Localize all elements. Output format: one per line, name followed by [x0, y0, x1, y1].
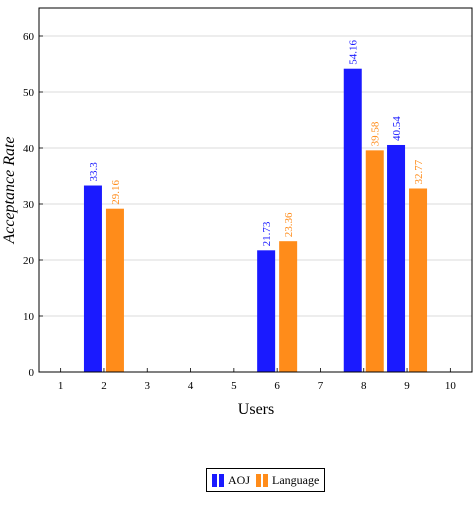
legend-swatch-aoj-2 [219, 473, 224, 487]
x-tick-label-4: 4 [188, 380, 194, 392]
x-tick-label-5: 5 [231, 380, 237, 392]
legend-swatch-language [256, 473, 262, 487]
plot-frame [38, 7, 473, 373]
x-tick-label-1: 1 [58, 380, 64, 392]
bar-language-x2 [105, 208, 124, 372]
y-tick-label-30: 30 [23, 199, 35, 211]
data-label-language-x9: 32.77 [413, 159, 425, 184]
data-labels: 33.3 21.73 54.16 40.54 29.16 23.36 39.58 32.77 [88, 39, 425, 246]
bar-aoj-x8 [343, 68, 362, 372]
legend-label-aoj: AOJ [228, 472, 251, 487]
bar-aoj-x9 [387, 144, 406, 372]
bar-language-x6 [279, 241, 298, 372]
legend-item-aoj: AOJ [212, 473, 250, 488]
data-label-aoj-x6: 21.73 [261, 221, 273, 246]
y-tick-label-60: 60 [23, 31, 35, 43]
x-tick-label-6: 6 [274, 380, 280, 392]
bar-aoj-x6 [257, 250, 276, 372]
y-tick-label-10: 10 [23, 311, 35, 323]
x-tick-label-2: 2 [101, 380, 107, 392]
data-label-aoj-x9: 40.54 [391, 116, 403, 141]
bar-language-x9 [409, 188, 428, 372]
axes: 0 10 20 30 40 50 60 1 2 3 4 5 6 7 8 9 10 [23, 7, 473, 392]
y-axis-title: Acceptance Rate [1, 136, 18, 244]
bar-language-x8 [365, 150, 384, 372]
bars [83, 68, 428, 372]
bar-aoj-x2 [83, 185, 102, 372]
legend: AOJ Language [206, 468, 326, 492]
data-label-language-x2: 29.16 [110, 179, 122, 204]
legend-label-language: Language [272, 472, 320, 487]
y-tick-label-40: 40 [23, 143, 35, 155]
data-label-aoj-x8: 54.16 [348, 39, 360, 64]
x-tick-label-7: 7 [318, 380, 324, 392]
x-axis-title: Users [238, 401, 274, 418]
data-label-language-x6: 23.36 [283, 212, 295, 237]
x-tick-label-9: 9 [404, 380, 410, 392]
y-tick-label-0: 0 [29, 367, 35, 379]
legend-swatch-aoj [212, 473, 217, 487]
legend-item-language: Language [256, 473, 319, 488]
data-label-language-x8: 39.58 [370, 121, 382, 146]
x-tick-label-8: 8 [361, 380, 367, 392]
data-label-aoj-x2: 33.3 [88, 162, 100, 182]
legend-swatch-language-2 [263, 473, 269, 487]
x-tick-label-3: 3 [145, 380, 151, 392]
y-tick-label-20: 20 [23, 255, 35, 267]
x-tick-label-10: 10 [445, 380, 457, 392]
gridlines [39, 35, 472, 317]
y-tick-label-50: 50 [23, 87, 35, 99]
